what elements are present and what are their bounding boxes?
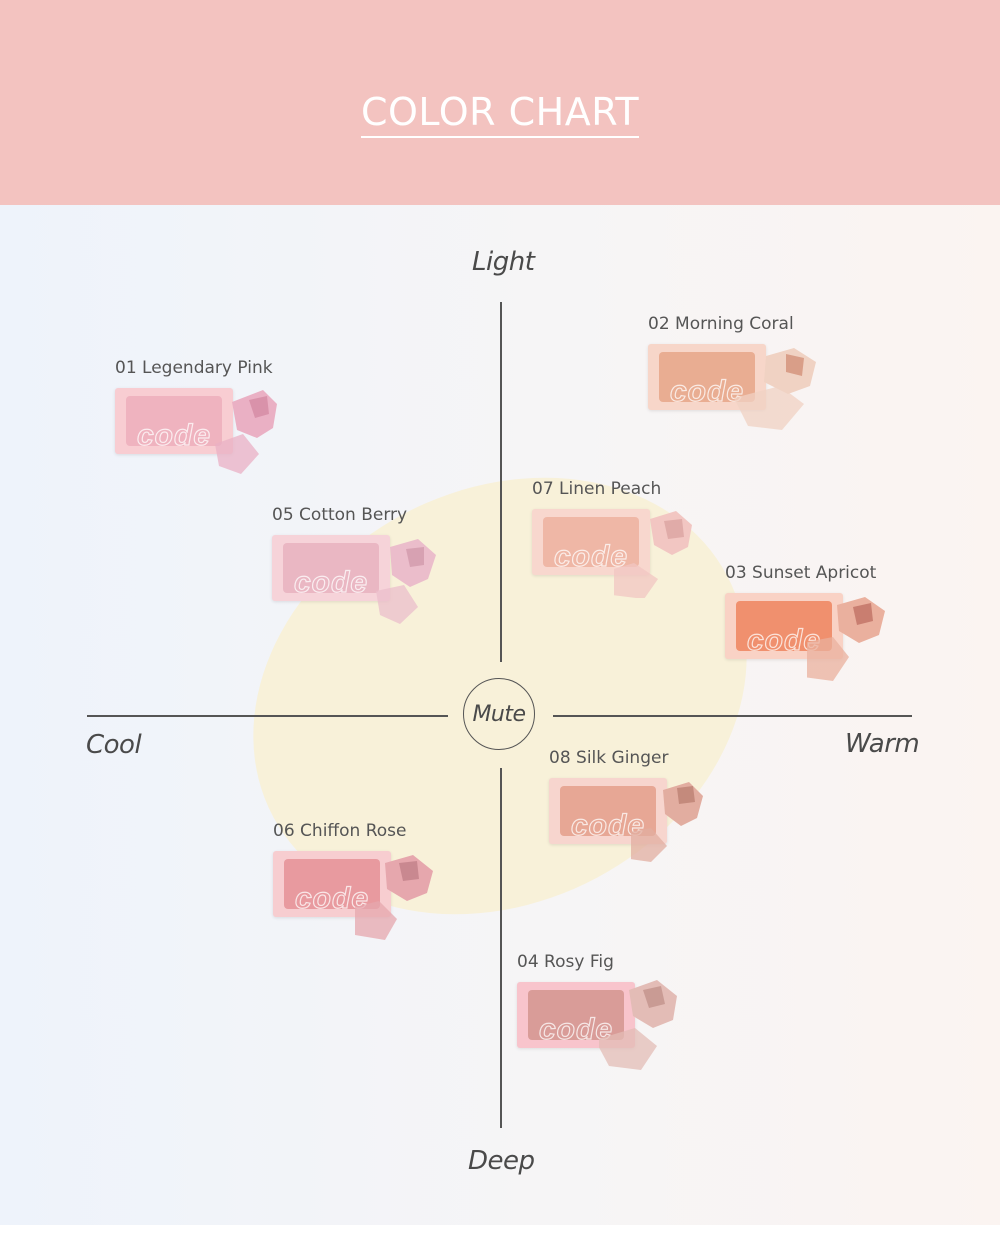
product-label: 03 Sunset Apricot xyxy=(725,563,877,583)
horizontal-axis-left xyxy=(87,715,448,717)
product-linen-peach[interactable]: 07 Linen Peach code xyxy=(532,479,712,619)
product-label: 07 Linen Peach xyxy=(532,479,662,499)
product-chiffon-rose[interactable]: 06 Chiffon Rose code xyxy=(273,821,453,961)
product-label: 06 Chiffon Rose xyxy=(273,821,407,841)
powder-swatch xyxy=(599,980,677,1070)
horizontal-axis-right xyxy=(553,715,912,717)
vertical-axis-top xyxy=(500,302,502,662)
powder-swatch xyxy=(215,390,277,474)
product-label: 01 Legendary Pink xyxy=(115,358,273,378)
product-silk-ginger[interactable]: 08 Silk Ginger code xyxy=(549,748,729,888)
product-legendary-pink[interactable]: 01 Legendary Pink code xyxy=(115,358,295,498)
product-label: 02 Morning Coral xyxy=(648,314,794,334)
product-label: 08 Silk Ginger xyxy=(549,748,669,768)
axis-label-cool: Cool xyxy=(86,730,142,760)
blush-compact: code xyxy=(115,388,233,454)
powder-swatch xyxy=(614,511,692,598)
blush-compact: code xyxy=(532,509,650,575)
powder-swatch xyxy=(355,855,433,940)
axis-label-mute: Mute xyxy=(463,678,535,750)
product-cotton-berry[interactable]: 05 Cotton Berry code xyxy=(272,505,452,645)
blush-compact: code xyxy=(273,851,391,917)
blush-compact: code xyxy=(549,778,667,844)
powder-swatch xyxy=(734,348,816,430)
product-morning-coral[interactable]: 02 Morning Coral code xyxy=(648,314,828,454)
color-chart-area: Mute Light Deep Cool Warm 01 Legendary P… xyxy=(0,205,1000,1225)
product-sunset-apricot[interactable]: 03 Sunset Apricot code xyxy=(725,563,905,703)
powder-swatch xyxy=(631,782,703,862)
blush-compact: code xyxy=(648,344,766,410)
header-banner: COLOR CHART xyxy=(0,0,1000,205)
axis-label-deep: Deep xyxy=(468,1146,535,1176)
product-rosy-fig[interactable]: 04 Rosy Fig code xyxy=(517,952,697,1092)
powder-swatch xyxy=(376,539,436,624)
product-label: 04 Rosy Fig xyxy=(517,952,614,972)
blush-compact: code xyxy=(272,535,390,601)
axis-label-warm: Warm xyxy=(845,729,920,759)
powder-swatch xyxy=(807,597,885,681)
vertical-axis-bottom xyxy=(500,768,502,1128)
product-label: 05 Cotton Berry xyxy=(272,505,408,525)
axis-label-light: Light xyxy=(472,247,535,277)
page-title: COLOR CHART xyxy=(0,90,1000,138)
